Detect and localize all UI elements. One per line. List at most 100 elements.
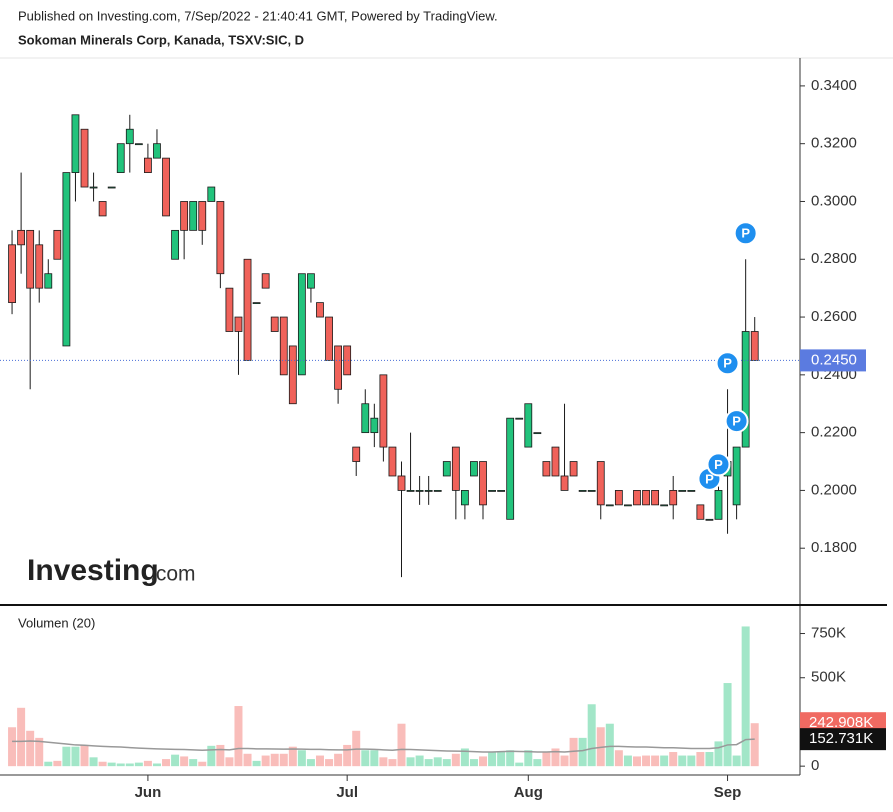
volume-bar xyxy=(678,755,687,767)
candle-body xyxy=(98,201,107,217)
volume-ma-line xyxy=(12,738,755,753)
candle-body xyxy=(451,446,460,491)
candle-body xyxy=(180,201,189,231)
candle-body xyxy=(379,374,388,448)
volume-bar xyxy=(479,756,488,767)
marker xyxy=(724,409,749,434)
volume-bar xyxy=(460,748,469,767)
volume-bar xyxy=(297,750,306,767)
candle-body xyxy=(433,490,442,492)
volume-bar xyxy=(225,757,234,767)
volume-tick-label: 500K xyxy=(811,669,846,686)
y-tick-label: 0.2800 xyxy=(811,250,857,267)
volume-bar xyxy=(162,759,171,767)
volume-bar xyxy=(623,755,632,767)
last-ma-box xyxy=(800,728,886,751)
candle-body xyxy=(596,461,605,506)
marker-label: P xyxy=(723,356,732,371)
candle-body xyxy=(551,446,560,477)
volume-bar xyxy=(325,759,334,767)
volume-bar xyxy=(669,752,678,767)
volume-bar xyxy=(98,761,107,767)
x-tick-label: Jul xyxy=(336,784,358,801)
volume-bar xyxy=(632,756,641,767)
marker xyxy=(733,221,758,246)
last-price-box xyxy=(800,349,866,372)
volume-bar xyxy=(288,746,297,767)
published-note: Published on Investing.com, 7/Sep/2022 -… xyxy=(18,8,498,23)
candle-body xyxy=(162,157,170,217)
volume-bar xyxy=(741,626,750,767)
candle-body xyxy=(506,417,515,520)
candle-body xyxy=(642,490,650,506)
candle-body xyxy=(605,504,614,507)
candle-body xyxy=(8,244,16,304)
volume-tick-label: 0 xyxy=(811,757,819,774)
volume-bar xyxy=(696,752,705,767)
logo-suffix: .com xyxy=(150,563,196,586)
candle-body xyxy=(243,258,252,361)
candle-body xyxy=(297,273,306,376)
volume-bar xyxy=(442,759,451,767)
candle-body xyxy=(696,504,705,520)
volume-bar xyxy=(406,757,415,767)
volume-bar xyxy=(433,757,442,767)
volume-bar xyxy=(424,759,433,767)
volume-bar xyxy=(533,759,542,767)
volume-bar xyxy=(515,762,524,767)
candle-body xyxy=(578,490,587,492)
candle-body xyxy=(26,229,35,289)
candle-body xyxy=(542,461,551,477)
candle-body xyxy=(633,490,641,506)
x-tick-label: Jun xyxy=(135,784,162,801)
candle-body xyxy=(44,273,53,289)
candle-body xyxy=(343,345,352,376)
y-tick-label: 0.2200 xyxy=(811,424,857,441)
candle-body xyxy=(62,172,71,347)
volume-bar xyxy=(189,759,198,767)
volume-bar xyxy=(171,754,180,767)
candle-body xyxy=(497,490,506,492)
candle-body xyxy=(53,229,62,260)
candle-body xyxy=(533,432,542,435)
candle-body xyxy=(678,490,687,492)
candle-body xyxy=(252,302,261,305)
volume-bar xyxy=(270,753,279,767)
volume-bar xyxy=(8,727,17,767)
x-tick-label: Aug xyxy=(514,784,543,801)
volume-bar xyxy=(560,755,569,767)
candle-body xyxy=(80,128,89,188)
volume-bar xyxy=(651,755,660,767)
candle-body xyxy=(153,143,161,159)
volume-bar xyxy=(315,755,324,767)
y-tick-label: 0.2600 xyxy=(811,308,857,325)
candle-body xyxy=(207,186,216,202)
candle-body xyxy=(361,403,370,434)
candle-body xyxy=(279,316,288,376)
y-tick-label: 0.1800 xyxy=(811,539,857,556)
volume-bar xyxy=(252,760,261,767)
volume-bar xyxy=(723,683,732,767)
volume-bar xyxy=(451,753,460,767)
candle-body xyxy=(524,403,533,448)
volume-bar xyxy=(143,760,152,767)
x-tick-label: Sep xyxy=(714,784,742,801)
volume-bar xyxy=(370,750,379,767)
volume-bar xyxy=(80,744,89,767)
candle-body xyxy=(17,229,26,246)
volume-bar xyxy=(71,746,80,767)
symbol-title: Sokoman Minerals Corp, Kanada, TSXV:SIC,… xyxy=(18,32,304,47)
candle-body xyxy=(669,490,678,506)
candle-body xyxy=(415,490,424,492)
y-tick-label: 0.2000 xyxy=(811,481,857,498)
volume-bar xyxy=(750,723,759,767)
volume-bar xyxy=(89,757,98,767)
candle-body xyxy=(397,475,406,491)
volume-bar xyxy=(732,755,741,767)
volume-bar xyxy=(334,753,343,767)
volume-bar xyxy=(261,755,270,767)
candle-body xyxy=(651,490,659,506)
volume-bar xyxy=(234,706,243,767)
volume-bar xyxy=(53,760,62,767)
candle-body xyxy=(234,316,243,332)
